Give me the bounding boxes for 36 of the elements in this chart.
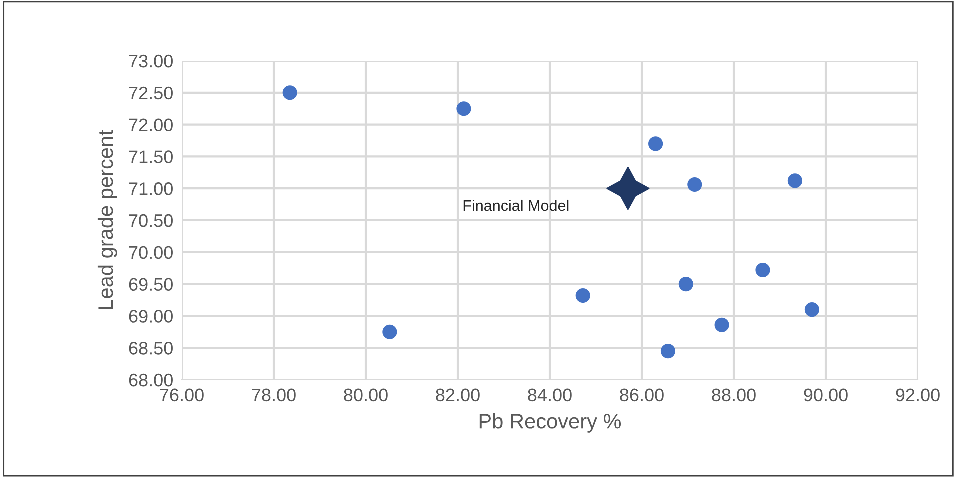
x-tick-label: 84.00	[528, 388, 572, 402]
x-tick-label: 86.00	[620, 388, 664, 402]
point	[678, 277, 694, 292]
x-tick-label: 90.00	[804, 388, 848, 402]
point	[456, 102, 472, 116]
y-tick-label: 70.00	[129, 246, 173, 260]
x-tick-label: 78.00	[252, 388, 296, 402]
y-tick-label: 68.50	[129, 342, 173, 355]
point	[660, 344, 676, 359]
point	[606, 167, 650, 210]
y-tick-label: 69.00	[129, 310, 173, 323]
point	[714, 318, 730, 332]
x-tick-label: 76.00	[160, 388, 204, 402]
point	[804, 302, 820, 318]
x-tick-label: 82.00	[436, 388, 480, 402]
point	[788, 174, 802, 188]
x-tick-label: 92.00	[896, 388, 940, 402]
y-tick-label: 72.00	[129, 118, 173, 132]
y-tick-label: 71.00	[129, 182, 173, 196]
point	[688, 177, 702, 192]
y-tick-label: 73.00	[129, 54, 173, 68]
y-tick-label: 68.00	[129, 374, 173, 387]
point	[648, 136, 664, 152]
y-tick-label: 69.50	[129, 278, 173, 292]
annotation: Financial Model	[464, 200, 569, 212]
x-tick-label: 80.00	[344, 388, 388, 402]
point	[282, 86, 298, 100]
y-tick-label: 71.50	[129, 150, 173, 164]
point	[382, 324, 398, 340]
y-tick-label: 70.50	[129, 214, 173, 228]
y-tick-label: 72.50	[129, 86, 173, 100]
point	[576, 288, 590, 304]
x-axis-title: Pb Recovery %	[480, 414, 622, 433]
y-axis-title: Lead grade percent	[98, 130, 118, 310]
x-tick-label: 88.00	[712, 388, 756, 402]
point	[756, 262, 770, 278]
